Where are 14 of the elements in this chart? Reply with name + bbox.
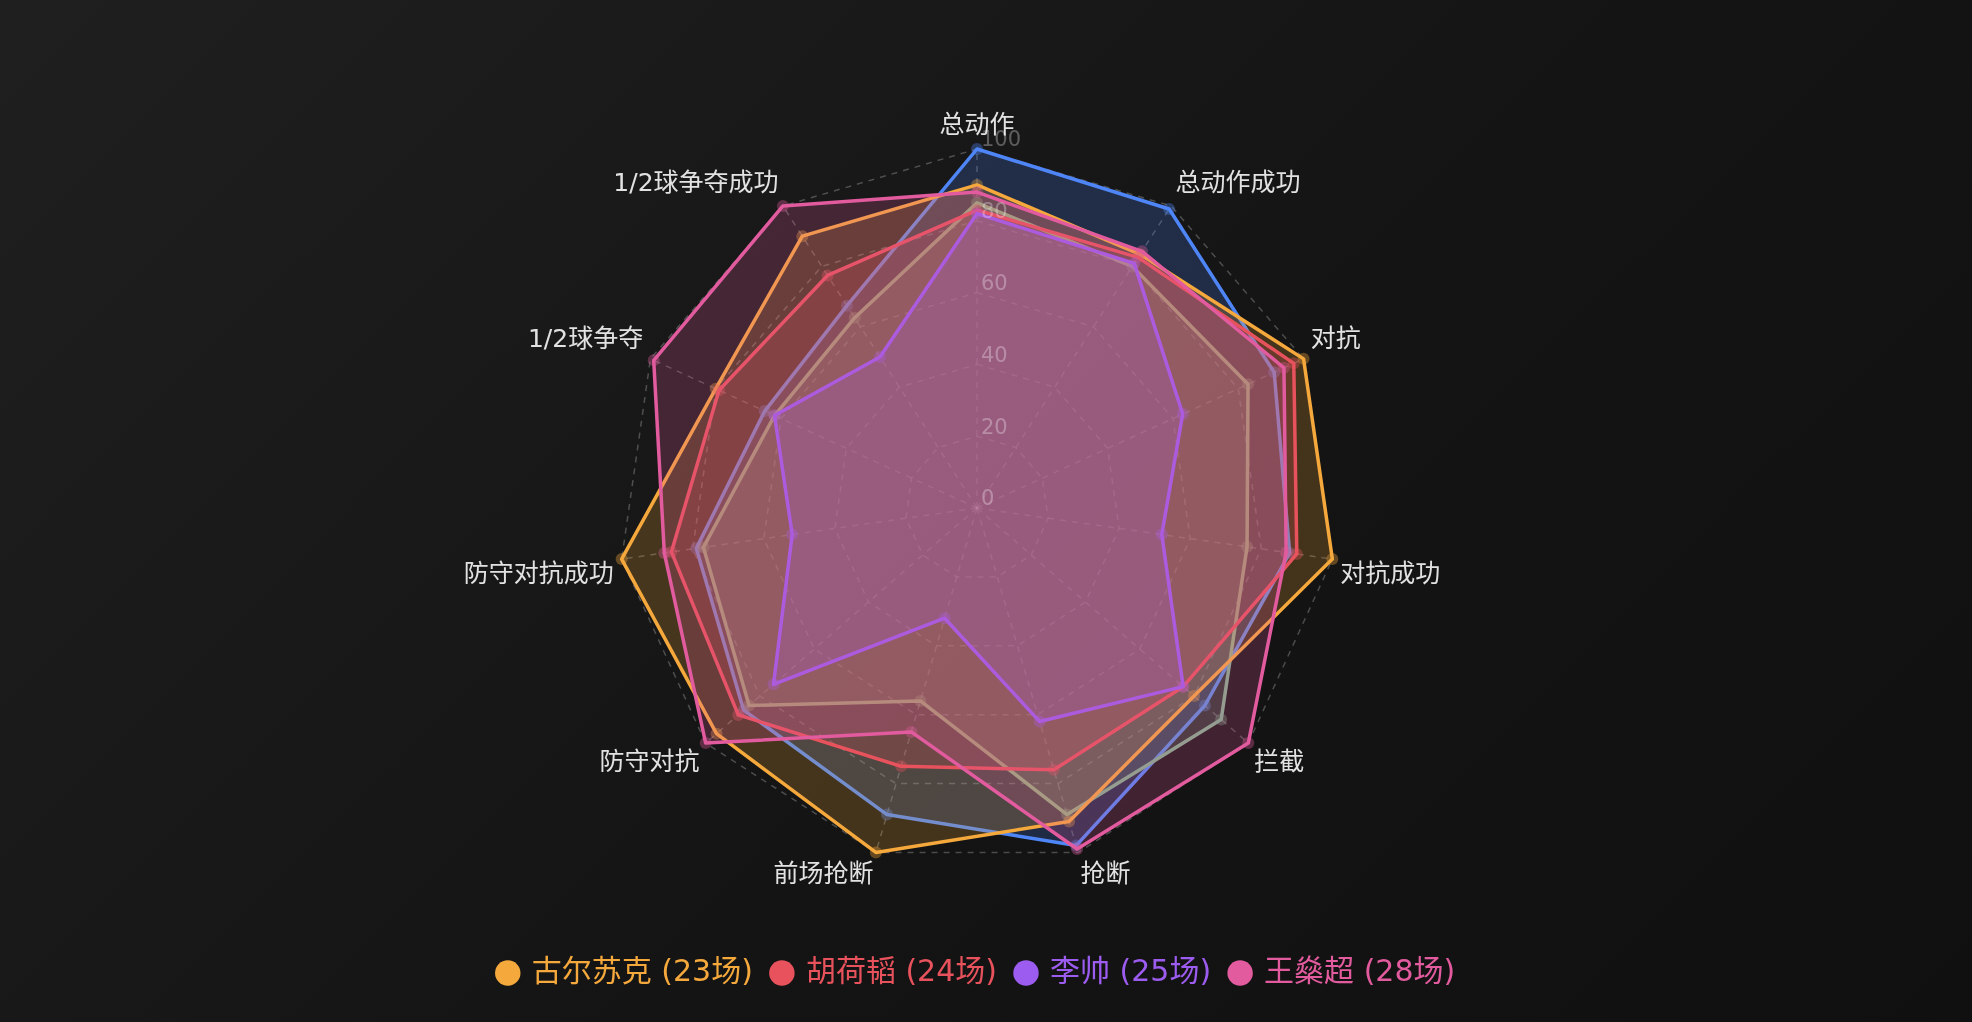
spoke-label: 抢断 [1080, 858, 1131, 888]
legend-label: 古尔苏克 (23场) [531, 952, 753, 988]
spoke-label: 防守对抗 [599, 746, 700, 776]
spoke-label: 防守对抗成功 [463, 558, 614, 588]
spoke-label: 拦截 [1254, 746, 1305, 776]
legend-label: 王燊超 (28场) [1264, 952, 1456, 988]
spoke-label: 总动作成功 [1175, 167, 1301, 197]
spoke-label: 对抗 [1310, 324, 1361, 354]
spoke-label: 前场抢断 [773, 858, 874, 888]
spoke-label: 1/2球争夺 [527, 324, 644, 354]
legend-label: 胡荷韬 (24场) [805, 952, 998, 988]
legend-label: 李帅 (25场) [1050, 952, 1212, 988]
spoke-label: 1/2球争夺成功 [613, 167, 779, 197]
spoke-label: 对抗成功 [1340, 558, 1441, 588]
